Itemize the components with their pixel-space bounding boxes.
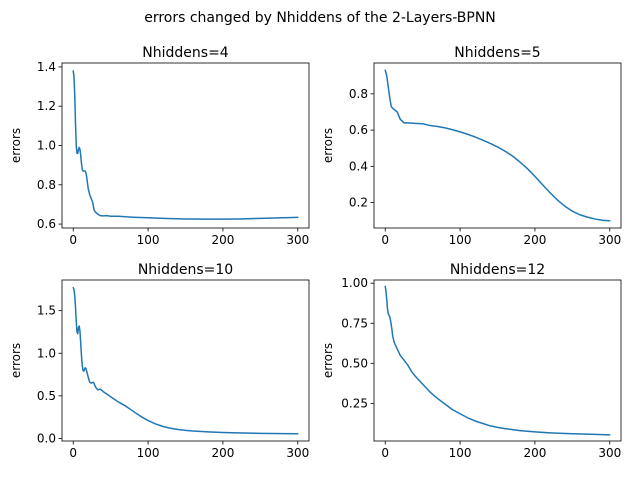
- subplot-nh5: Nhiddens=5 errors 0 100 200 300 0.2 0.4 0.6 0.8: [321, 45, 622, 247]
- series-line-nh10: [72, 286, 299, 435]
- x-tick-label-nh12: 0: [381, 446, 389, 460]
- y-tick-label-nh4: 1.4: [37, 60, 56, 74]
- y-tick-label-nh4: 0.6: [37, 217, 56, 231]
- subplot-title-nh10: Nhiddens=10: [138, 262, 233, 278]
- y-tick-label-nh12: 1.00: [341, 276, 368, 290]
- series-line-nh4: [72, 70, 299, 220]
- y-tick-label-nh12: 0.50: [341, 356, 368, 370]
- x-tick-label-nh12: 200: [523, 446, 546, 460]
- axes-frame-nh12: [373, 279, 622, 442]
- y-tick-label-nh5: 0.4: [349, 159, 368, 173]
- axes-frame-nh4: [61, 62, 310, 229]
- y-tick-label-nh4: 1.2: [37, 99, 56, 113]
- axes-frame-nh10: [61, 279, 310, 442]
- series-line-nh12: [384, 285, 611, 436]
- x-tick-label-nh12: 100: [449, 446, 472, 460]
- x-tick-label-nh5: 200: [523, 233, 546, 247]
- y-axis-label-nh12: errors: [321, 343, 335, 378]
- y-tick-label-nh5: 0.2: [349, 196, 368, 210]
- x-tick-label-nh10: 0: [69, 446, 77, 460]
- axes-frame-nh5: [373, 62, 622, 229]
- x-tick-label-nh5: 300: [598, 233, 621, 247]
- subplot-title-nh12: Nhiddens=12: [450, 262, 545, 278]
- y-tick-label-nh5: 0.6: [349, 123, 368, 137]
- series-line-nh5: [384, 69, 611, 222]
- x-tick-label-nh10: 200: [211, 446, 234, 460]
- subplot-title-nh4: Nhiddens=4: [142, 45, 229, 61]
- y-tick-label-nh5: 0.8: [349, 87, 368, 101]
- subplot-nh4: Nhiddens=4 errors 0 100 200 300 0.6 0.8 1.0 1.2 1.…: [9, 45, 310, 247]
- y-tick-label-nh10: 1.5: [37, 304, 56, 318]
- x-tick-label-nh5: 0: [381, 233, 389, 247]
- x-tick-label-nh4: 0: [69, 233, 77, 247]
- x-tick-label-nh4: 200: [211, 233, 234, 247]
- y-axis-label-nh4: errors: [9, 128, 23, 163]
- figure-suptitle: errors changed by Nhiddens of the 2-Laye…: [144, 10, 496, 26]
- x-tick-label-nh12: 300: [598, 446, 621, 460]
- y-tick-label-nh10: 1.0: [37, 346, 56, 360]
- y-tick-label-nh10: 0.0: [37, 431, 56, 445]
- x-tick-label-nh10: 100: [137, 446, 160, 460]
- subplot-title-nh5: Nhiddens=5: [454, 45, 540, 61]
- x-tick-label-nh5: 100: [449, 233, 472, 247]
- y-tick-label-nh12: 0.75: [341, 316, 368, 330]
- y-tick-label-nh12: 0.25: [341, 396, 368, 410]
- x-tick-label-nh4: 300: [286, 233, 309, 247]
- x-tick-label-nh10: 300: [286, 446, 309, 460]
- y-tick-label-nh4: 1.0: [37, 139, 56, 153]
- y-tick-label-nh10: 0.5: [37, 389, 56, 403]
- x-tick-label-nh4: 100: [137, 233, 160, 247]
- y-axis-label-nh5: errors: [321, 128, 335, 163]
- subplot-nh12: Nhiddens=12 errors 0 100 200 300 0.25 0.50 0.75 1…: [321, 262, 622, 460]
- y-axis-label-nh10: errors: [9, 343, 23, 378]
- subplot-nh10: Nhiddens=10 errors 0 100 200 300 0.0 0.5 1.0 1.5: [9, 262, 310, 460]
- y-tick-label-nh4: 0.8: [37, 178, 56, 192]
